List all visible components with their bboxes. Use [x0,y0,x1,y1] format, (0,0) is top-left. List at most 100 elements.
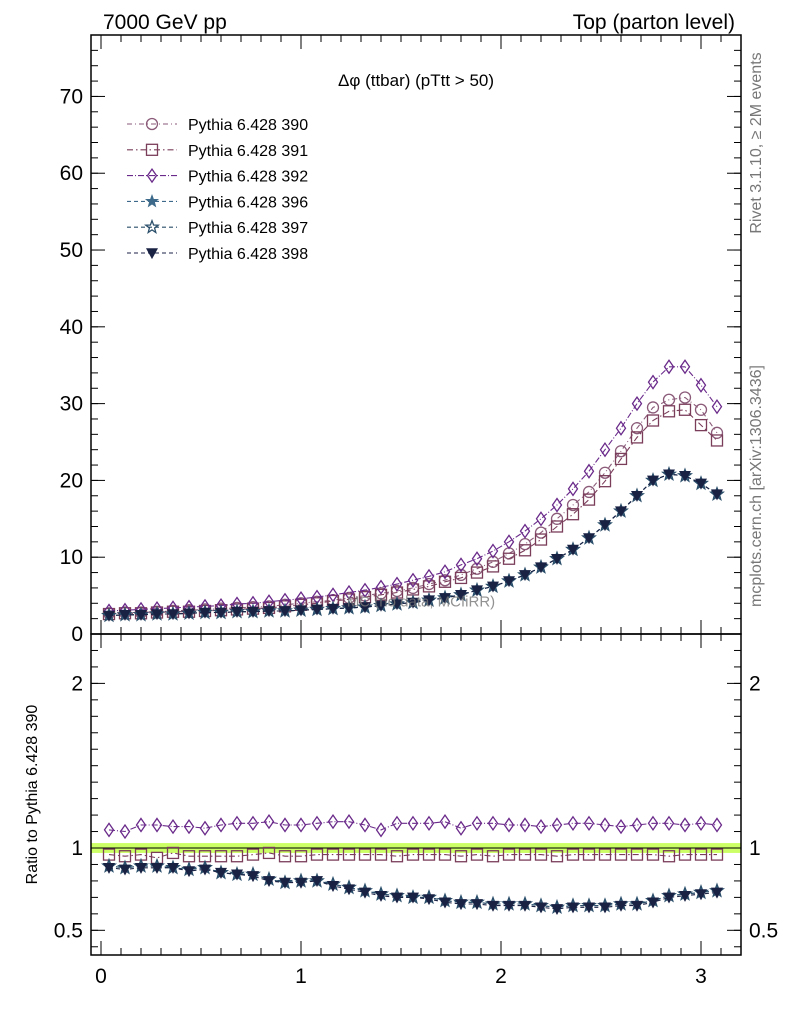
data-point [710,426,724,439]
series-line [108,821,718,833]
data-point [550,553,564,565]
data-point [470,899,484,911]
data-point [711,399,723,415]
data-point [263,814,275,830]
data-point [215,817,227,833]
data-point [614,506,628,518]
data-point [518,848,532,861]
data-point [519,523,531,539]
data-point [630,848,644,861]
data-point [310,848,324,861]
x-tick-label: 0 [95,965,107,988]
data-point [695,377,707,393]
legend-item: Pythia 6.428 396 [127,194,308,211]
data-point [567,815,579,831]
y-tick-label: 60 [60,162,83,185]
data-point [599,442,611,458]
data-point [342,603,356,615]
data-point [231,815,243,831]
data-point [662,405,676,418]
data-point [630,431,644,444]
data-point [470,566,484,579]
series-line [108,867,718,910]
data-point [391,815,403,831]
data-point [534,902,548,914]
data-point [567,481,579,497]
data-point [550,512,564,525]
data-point [182,866,196,878]
legend-item: Pythia 6.428 391 [127,143,308,160]
data-point [615,420,627,436]
data-point [694,889,708,901]
y-tick-label: 1 [71,837,83,860]
data-point [214,607,228,619]
data-point [183,818,195,835]
data-point [198,864,212,876]
data-point [230,869,244,881]
header-process-label: Top (parton level) [573,11,735,34]
data-point [455,820,467,836]
y-tick-label: 50 [60,239,83,262]
data-point [550,850,564,863]
legend-item: Pythia 6.428 392 [127,167,308,186]
data-point [646,848,660,861]
y-tick-label-right: 1 [749,837,761,860]
data-point [374,848,388,861]
data-point [486,560,500,573]
data-point [535,511,547,527]
data-point [343,584,355,601]
data-point [438,897,452,909]
data-point [678,391,692,404]
data-point [631,395,643,412]
data-point [582,485,596,499]
data-point [486,581,500,593]
legend-marker [145,248,159,260]
data-point [615,818,627,835]
data-point [550,904,564,916]
data-point [630,422,644,435]
data-point [694,478,708,490]
data-point [278,850,292,863]
data-point [246,848,260,861]
data-point [374,890,388,902]
data-point [471,551,483,567]
data-point [518,900,532,912]
data-point [455,557,467,573]
data-point [582,533,596,545]
y-axis-label: Ratio to Pythia 6.428 390 [24,705,41,885]
y-tick-label-right: 2 [749,672,761,695]
data-point [310,876,324,888]
data-point [406,597,420,609]
data-point [710,489,724,501]
data-point [534,848,548,861]
y-tick-label-right: 0.5 [749,919,778,942]
data-point [614,900,628,912]
data-point [134,862,148,874]
data-point [166,609,180,621]
y-tick-label: 0.5 [54,919,83,942]
data-point [438,593,452,605]
data-point [358,602,372,614]
data-point [390,892,404,904]
data-point [262,846,276,860]
data-point [694,848,708,861]
x-tick-label: 3 [695,965,707,988]
data-point [582,493,596,506]
data-point [663,359,675,375]
data-point [199,820,211,836]
data-point [566,508,580,521]
y-tick-label: 2 [71,672,83,695]
series-line [108,865,718,908]
data-point [534,533,548,546]
legend-item: Pythia 6.428 398 [127,246,308,263]
data-point [166,846,180,860]
data-point [390,850,404,863]
legend-label: Pythia 6.428 397 [188,220,308,237]
data-point [326,848,340,861]
data-point [262,876,276,888]
data-point [327,814,339,830]
data-point [374,600,388,612]
data-point [390,599,404,611]
data-point [470,848,484,861]
data-point [551,817,563,833]
